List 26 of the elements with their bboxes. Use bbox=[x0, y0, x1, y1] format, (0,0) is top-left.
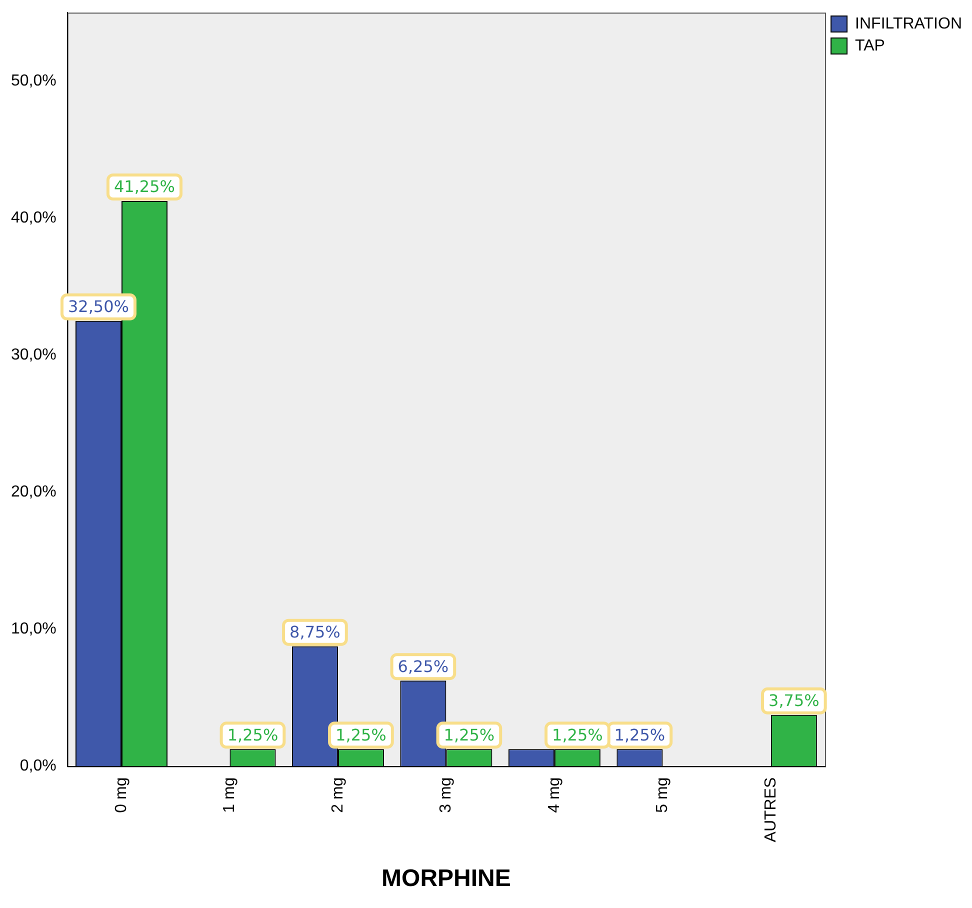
x-tick-label: 1 mg bbox=[221, 777, 238, 813]
data-label: 1,25% bbox=[336, 725, 386, 744]
x-tick-label: 5 mg bbox=[654, 777, 672, 813]
x-tick-label: 4 mg bbox=[546, 777, 563, 813]
x-axis-title: MORPHINE bbox=[382, 865, 511, 892]
y-tick-label: 30,0% bbox=[10, 346, 56, 364]
y-tick-label: 20,0% bbox=[10, 484, 56, 501]
x-tick-label: 0 mg bbox=[112, 777, 130, 813]
data-label: 8,75% bbox=[290, 622, 340, 642]
x-tick-label: 3 mg bbox=[438, 777, 455, 813]
data-label: 41,25% bbox=[114, 177, 175, 196]
y-tick-label: 50,0% bbox=[10, 72, 56, 90]
data-label: 1,25% bbox=[444, 725, 495, 744]
y-tick-label: 40,0% bbox=[10, 210, 56, 227]
x-tick-label: 2 mg bbox=[329, 777, 346, 813]
x-tick-label: AUTRES bbox=[762, 777, 780, 842]
data-label: 6,25% bbox=[398, 656, 449, 676]
data-label: 32,50% bbox=[68, 297, 129, 316]
data-label: 3,75% bbox=[768, 691, 820, 710]
data-label: 1,25% bbox=[614, 725, 666, 744]
data-label: 1,25% bbox=[227, 725, 278, 744]
y-tick-label: 0,0% bbox=[20, 758, 56, 775]
legend-label: TAP bbox=[855, 37, 885, 54]
data-label: 1,25% bbox=[552, 725, 603, 744]
y-tick-label: 10,0% bbox=[10, 620, 56, 638]
legend-label: INFILTRATION bbox=[855, 15, 962, 32]
